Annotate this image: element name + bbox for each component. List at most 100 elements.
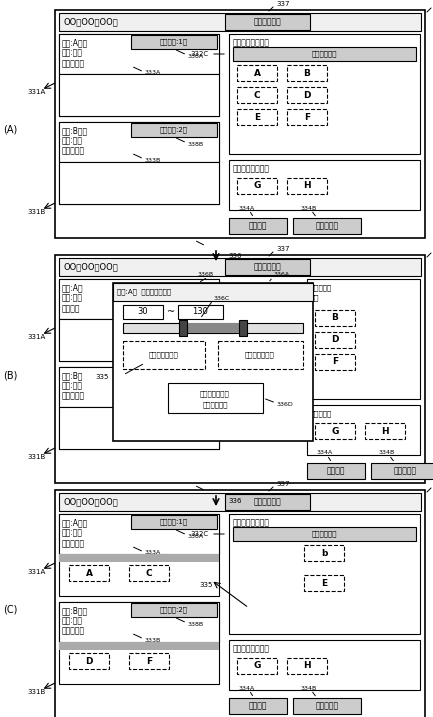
Bar xyxy=(59,642,219,650)
Bar xyxy=(178,305,223,319)
Bar xyxy=(129,653,169,669)
Text: 前日入力: 前日入力 xyxy=(249,701,267,711)
Bar xyxy=(237,178,277,194)
Text: 337: 337 xyxy=(276,1,290,7)
Text: 335: 335 xyxy=(95,374,108,380)
Bar xyxy=(229,698,287,714)
Bar xyxy=(113,283,313,301)
Text: 334B: 334B xyxy=(301,685,317,690)
Bar xyxy=(59,34,219,116)
Bar xyxy=(123,305,163,319)
Text: 336A: 336A xyxy=(274,272,290,277)
Bar xyxy=(59,279,219,361)
Text: 人員充足率: 人員充足率 xyxy=(62,539,85,549)
Bar xyxy=(315,423,355,439)
Bar xyxy=(307,463,365,479)
Bar xyxy=(59,122,219,204)
Bar xyxy=(131,603,217,617)
Bar xyxy=(237,87,277,103)
Bar xyxy=(315,354,355,370)
Text: 334A: 334A xyxy=(317,450,333,455)
Bar xyxy=(229,34,420,154)
Bar xyxy=(69,565,109,581)
Text: 前日入力: 前日入力 xyxy=(327,467,345,475)
Text: G: G xyxy=(253,662,261,670)
Bar xyxy=(179,320,187,336)
Bar xyxy=(55,10,425,238)
Text: G: G xyxy=(331,427,339,435)
Bar xyxy=(233,47,416,61)
Text: 業務作業時間類: 業務作業時間類 xyxy=(245,352,275,358)
Text: 336D: 336D xyxy=(277,402,294,407)
Bar xyxy=(315,332,355,348)
Text: 場所:B区: 場所:B区 xyxy=(62,371,84,381)
Text: 331A: 331A xyxy=(27,334,45,340)
Text: F: F xyxy=(332,358,338,366)
Bar xyxy=(315,310,355,326)
Text: 333B: 333B xyxy=(145,158,161,163)
Text: 場所:A区  目標人員充足率: 場所:A区 目標人員充足率 xyxy=(117,289,171,295)
Text: 作業スピード類: 作業スピード類 xyxy=(149,352,179,358)
Text: 331B: 331B xyxy=(27,689,45,695)
Text: 業後作業時間: 業後作業時間 xyxy=(202,402,228,408)
Bar xyxy=(168,383,263,413)
Text: 作業:収穫: 作業:収穫 xyxy=(62,617,83,625)
Bar xyxy=(293,218,361,234)
Text: F: F xyxy=(304,113,310,121)
Bar xyxy=(131,123,217,137)
Text: H: H xyxy=(303,181,311,191)
Text: 334A: 334A xyxy=(239,206,255,211)
Text: 出スタッフ: 出スタッフ xyxy=(311,285,332,291)
Bar xyxy=(229,640,420,690)
Text: D: D xyxy=(85,657,93,665)
Text: 332C: 332C xyxy=(191,51,209,57)
Text: F: F xyxy=(146,657,152,665)
Text: C: C xyxy=(254,90,260,100)
Text: B: B xyxy=(304,69,310,77)
Text: 331B: 331B xyxy=(27,209,45,215)
Text: A: A xyxy=(85,569,93,577)
Bar xyxy=(304,545,344,561)
Text: 336: 336 xyxy=(228,253,242,259)
Text: (B): (B) xyxy=(3,370,17,380)
Text: 前々日入力: 前々日入力 xyxy=(315,222,339,230)
Bar xyxy=(113,283,313,441)
Text: 前々日入力: 前々日入力 xyxy=(394,467,417,475)
Bar xyxy=(225,259,310,275)
Bar xyxy=(59,367,219,407)
Bar xyxy=(59,367,219,449)
Text: H: H xyxy=(303,662,311,670)
Text: E: E xyxy=(254,113,260,121)
Text: 338B: 338B xyxy=(188,141,204,146)
Bar xyxy=(59,34,219,74)
Bar xyxy=(59,407,219,449)
Bar xyxy=(59,602,219,642)
Bar xyxy=(59,279,219,319)
Bar xyxy=(129,565,169,581)
Bar xyxy=(218,341,303,369)
Bar xyxy=(69,653,109,669)
Bar xyxy=(229,218,287,234)
Bar xyxy=(59,602,219,684)
Text: 欠勤予定スタッフ: 欠勤予定スタッフ xyxy=(233,164,270,174)
Text: 欠勤予定スタッフ: 欠勤予定スタッフ xyxy=(233,645,270,653)
Bar xyxy=(59,493,421,511)
Bar xyxy=(59,319,219,361)
Bar xyxy=(229,514,420,634)
Bar xyxy=(55,490,425,717)
Bar xyxy=(237,658,277,674)
Bar xyxy=(365,423,405,439)
Text: 338A: 338A xyxy=(188,54,204,59)
Text: 30: 30 xyxy=(138,308,149,316)
Text: 人員充足率: 人員充足率 xyxy=(62,60,85,69)
Text: 出勤可能スタッフ: 出勤可能スタッフ xyxy=(233,518,270,528)
Bar xyxy=(307,405,420,455)
Text: 配置: 配置 xyxy=(311,295,320,301)
Text: 場所:A区画: 場所:A区画 xyxy=(62,518,88,528)
Text: 欠スタッフ: 欠スタッフ xyxy=(311,411,332,417)
Text: 勤助人員配置: 勤助人員配置 xyxy=(311,531,337,537)
Text: OO年OO月OO日: OO年OO月OO日 xyxy=(63,262,118,272)
Bar xyxy=(131,515,217,529)
Text: 場所:A区画: 場所:A区画 xyxy=(62,39,88,47)
Bar xyxy=(287,87,327,103)
